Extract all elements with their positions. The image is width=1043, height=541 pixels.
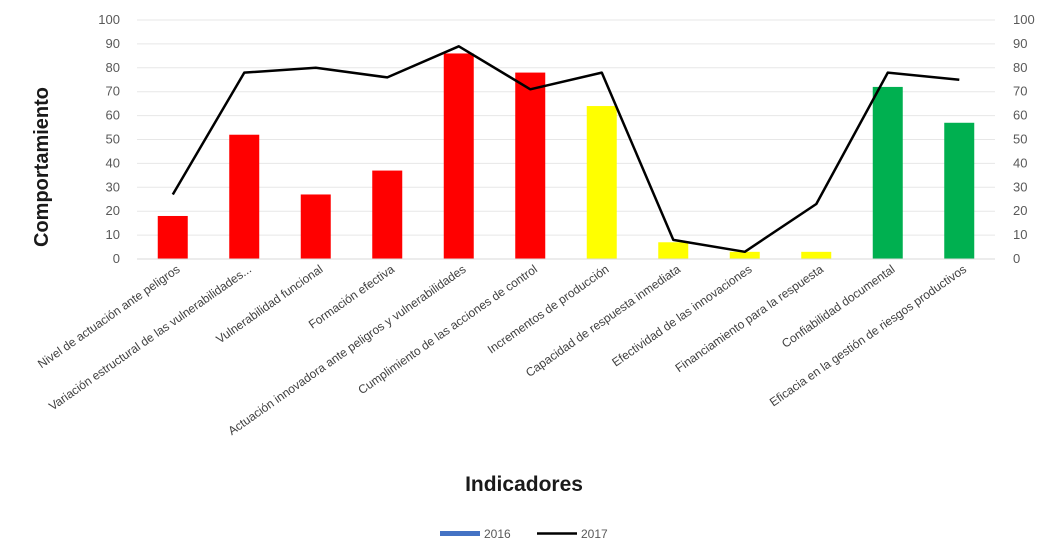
x-axis-categories: Nivel de actuación ante peligrosVariació… bbox=[35, 262, 969, 438]
gridlines bbox=[137, 19, 995, 260]
bar-2016 bbox=[229, 134, 260, 259]
y-tick-label-left: 0 bbox=[113, 251, 120, 266]
y-tick-label-right: 100 bbox=[1013, 12, 1035, 27]
bar-2016 bbox=[944, 122, 975, 260]
x-tick-label: Efectividad de las innovaciones bbox=[609, 262, 754, 370]
y-tick-label-right: 10 bbox=[1013, 227, 1027, 242]
bar-2016 bbox=[729, 251, 760, 259]
y-tick-label-right: 90 bbox=[1013, 36, 1027, 51]
y-tick-label-right: 40 bbox=[1013, 155, 1027, 170]
y-tick-label-right: 30 bbox=[1013, 179, 1027, 194]
y-tick-label-left: 30 bbox=[106, 179, 120, 194]
bar-series-2016 bbox=[157, 53, 975, 260]
bar-2016 bbox=[372, 170, 403, 259]
x-tick-label: Capacidad de respuesta inmediata bbox=[523, 262, 683, 380]
bar-2016 bbox=[872, 86, 903, 259]
x-tick-label: Financiamiento para la respuesta bbox=[673, 262, 827, 375]
y-tick-label-left: 70 bbox=[106, 84, 120, 99]
y-tick-label-left: 50 bbox=[106, 132, 120, 147]
bar-2016 bbox=[443, 53, 474, 260]
bar-2016 bbox=[801, 251, 832, 259]
bar-2016 bbox=[586, 106, 617, 259]
y-axis-right: 0 10 20 30 40 50 60 70 80 90 100 bbox=[1013, 12, 1035, 266]
x-axis-title: Indicadores bbox=[465, 473, 583, 496]
bar-2016 bbox=[515, 72, 546, 259]
bar-2016 bbox=[300, 194, 331, 259]
x-tick-label: Incrementos de producción bbox=[485, 262, 612, 356]
y-tick-label-right: 80 bbox=[1013, 60, 1027, 75]
legend-swatch-2016 bbox=[440, 531, 480, 536]
x-tick-label: Actuación innovadora ante peligros y vul… bbox=[225, 262, 468, 438]
y-tick-label-right: 20 bbox=[1013, 203, 1027, 218]
y-tick-label-right: 0 bbox=[1013, 251, 1020, 266]
legend-label-2017: 2017 bbox=[581, 527, 608, 541]
y-tick-label-left: 20 bbox=[106, 203, 120, 218]
y-tick-label-right: 60 bbox=[1013, 108, 1027, 123]
bar-2016 bbox=[658, 242, 689, 259]
y-tick-label-right: 70 bbox=[1013, 84, 1027, 99]
y-tick-label-left: 90 bbox=[106, 36, 120, 51]
y-tick-label-right: 50 bbox=[1013, 132, 1027, 147]
y-axis-left: 0 10 20 30 40 50 60 70 80 90 100 bbox=[98, 12, 120, 266]
y-tick-label-left: 10 bbox=[106, 227, 120, 242]
line-series-2017 bbox=[171, 45, 960, 254]
y-axis-title: Comportamiento bbox=[31, 87, 53, 247]
y-tick-label-left: 40 bbox=[106, 155, 120, 170]
y-tick-label-left: 100 bbox=[98, 12, 120, 27]
y-tick-label-left: 80 bbox=[106, 60, 120, 75]
y-tick-label-left: 60 bbox=[106, 108, 120, 123]
legend-label-2016: 2016 bbox=[484, 527, 511, 541]
x-tick-label: Nivel de actuación ante peligros bbox=[35, 262, 182, 371]
legend: 2016 2017 bbox=[440, 527, 608, 541]
x-tick-label: Confiabilidad documental bbox=[779, 262, 897, 351]
bar-2016 bbox=[157, 215, 188, 259]
